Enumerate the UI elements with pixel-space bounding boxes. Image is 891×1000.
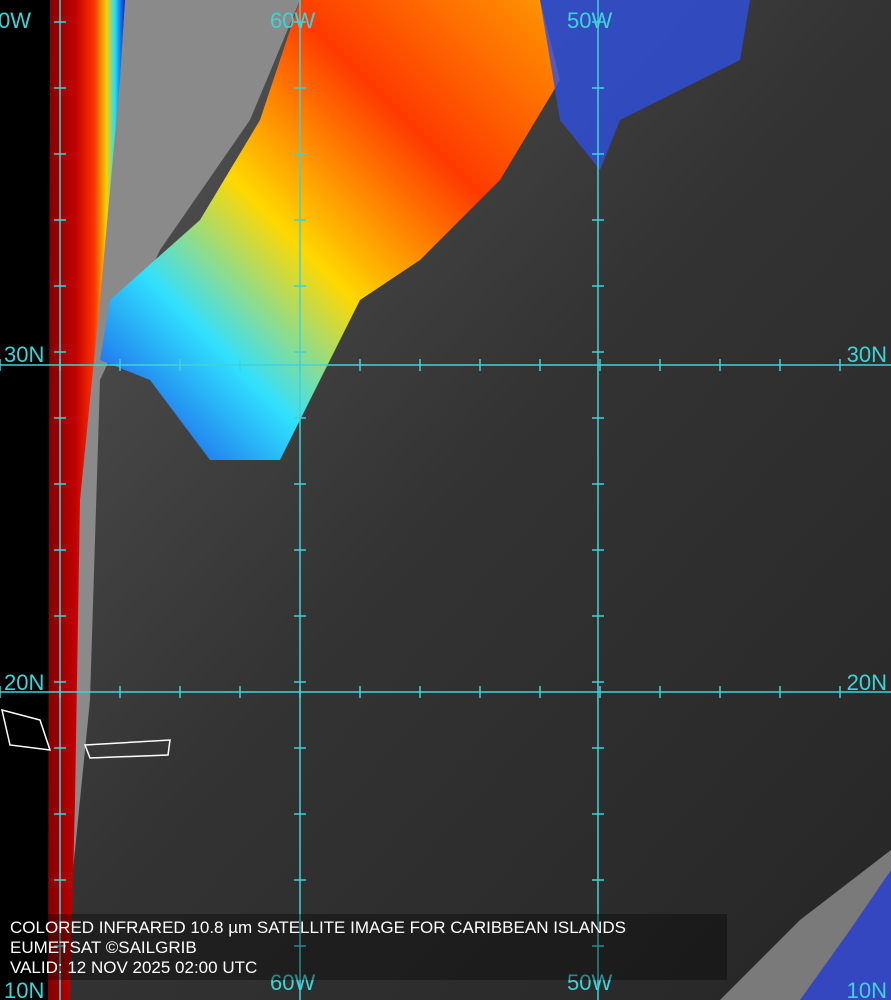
left-label: 10N: [4, 978, 44, 1000]
bottom-label: 60W: [270, 970, 315, 995]
labels: 0W 60W 50W 30N 20N 10N 30N 20N 10N 60W 5…: [0, 8, 887, 1000]
caption-line: COLORED INFRARED 10.8 µm SATELLITE IMAGE…: [10, 918, 626, 937]
caption-backdrop: [0, 914, 727, 980]
space: [0, 0, 50, 1000]
cloud-tops: [540, 0, 750, 170]
left-label: 30N: [4, 342, 44, 367]
coastline: [0, 708, 171, 759]
storm-band: [100, 0, 560, 460]
cloud-tops-se: [800, 870, 891, 1000]
right-label: 10N: [847, 978, 887, 1000]
right-label: 20N: [847, 670, 887, 695]
bottom-label: 50W: [567, 970, 612, 995]
top-label: 0W: [0, 8, 31, 33]
caption-line: VALID: 12 NOV 2025 02:00 UTC: [10, 958, 257, 977]
top-label: 50W: [567, 8, 612, 33]
left-label: 20N: [4, 670, 44, 695]
caption-line: EUMETSAT ©SAILGRIB: [10, 938, 197, 957]
top-label: 60W: [270, 8, 315, 33]
right-label: 30N: [847, 342, 887, 367]
grey-cloud: [60, 0, 300, 1000]
